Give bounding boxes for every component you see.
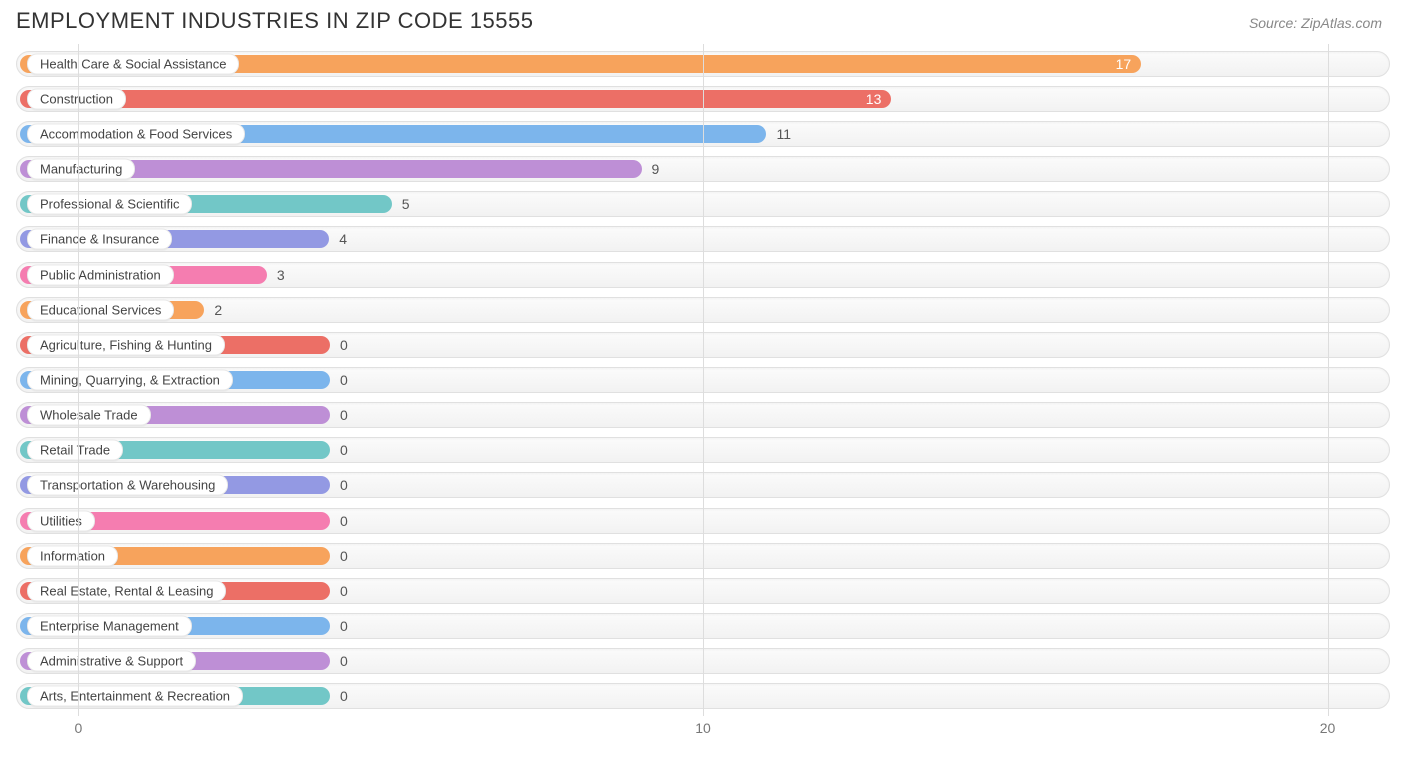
grid-line [1328, 44, 1329, 716]
bar-category-label: Utilities [27, 510, 95, 531]
bar-category-label: Agriculture, Fishing & Hunting [27, 334, 225, 355]
bar-category-label: Accommodation & Food Services [27, 123, 245, 144]
bar-value-label: 13 [866, 91, 882, 107]
bar-category-label: Transportation & Warehousing [27, 475, 228, 496]
bar-category-label: Public Administration [27, 264, 174, 285]
bar-category-label: Administrative & Support [27, 651, 196, 672]
bar-category-label: Professional & Scientific [27, 194, 192, 215]
bar-value-label: 0 [340, 372, 348, 388]
bar-value-label: 0 [340, 407, 348, 423]
bar-value-label: 0 [340, 618, 348, 634]
bar-category-label: Health Care & Social Assistance [27, 53, 239, 74]
chart-header: EMPLOYMENT INDUSTRIES IN ZIP CODE 15555 … [0, 0, 1406, 38]
bar-value-label: 0 [340, 477, 348, 493]
bar-value-label: 0 [340, 688, 348, 704]
chart-source: Source: ZipAtlas.com [1249, 15, 1382, 31]
x-axis-tick: 20 [1320, 720, 1336, 736]
grid-line [78, 44, 79, 716]
bar-category-label: Information [27, 545, 118, 566]
bar-value-label: 9 [652, 161, 660, 177]
bar-value-label: 0 [340, 548, 348, 564]
bar-category-label: Mining, Quarrying, & Extraction [27, 369, 233, 390]
bar-value-label: 0 [340, 513, 348, 529]
bar-category-label: Arts, Entertainment & Recreation [27, 686, 243, 707]
x-axis: 0 10 20 [16, 718, 1390, 744]
bar-category-label: Retail Trade [27, 440, 123, 461]
bar-value-label: 17 [1116, 56, 1132, 72]
bar-fill [20, 90, 891, 108]
chart-title: EMPLOYMENT INDUSTRIES IN ZIP CODE 15555 [16, 8, 534, 34]
bar-value-label: 11 [776, 126, 791, 142]
x-axis-tick: 10 [695, 720, 711, 736]
bar-value-label: 2 [214, 302, 222, 318]
bar-category-label: Finance & Insurance [27, 229, 172, 250]
bar-category-label: Real Estate, Rental & Leasing [27, 580, 226, 601]
bar-value-label: 5 [402, 196, 410, 212]
bar-category-label: Construction [27, 88, 126, 109]
bar-value-label: 3 [277, 267, 285, 283]
bar-value-label: 0 [340, 653, 348, 669]
bar-category-label: Wholesale Trade [27, 405, 151, 426]
bar-category-label: Educational Services [27, 299, 174, 320]
grid-line [703, 44, 704, 716]
bar-category-label: Enterprise Management [27, 616, 192, 637]
x-axis-tick: 0 [75, 720, 83, 736]
chart-area: Health Care & Social Assistance 17 Constru… [16, 44, 1390, 744]
bar-value-label: 0 [340, 442, 348, 458]
bar-category-label: Manufacturing [27, 159, 135, 180]
bar-value-label: 0 [340, 583, 348, 599]
bar-value-label: 0 [340, 337, 348, 353]
bar-value-label: 4 [339, 231, 347, 247]
